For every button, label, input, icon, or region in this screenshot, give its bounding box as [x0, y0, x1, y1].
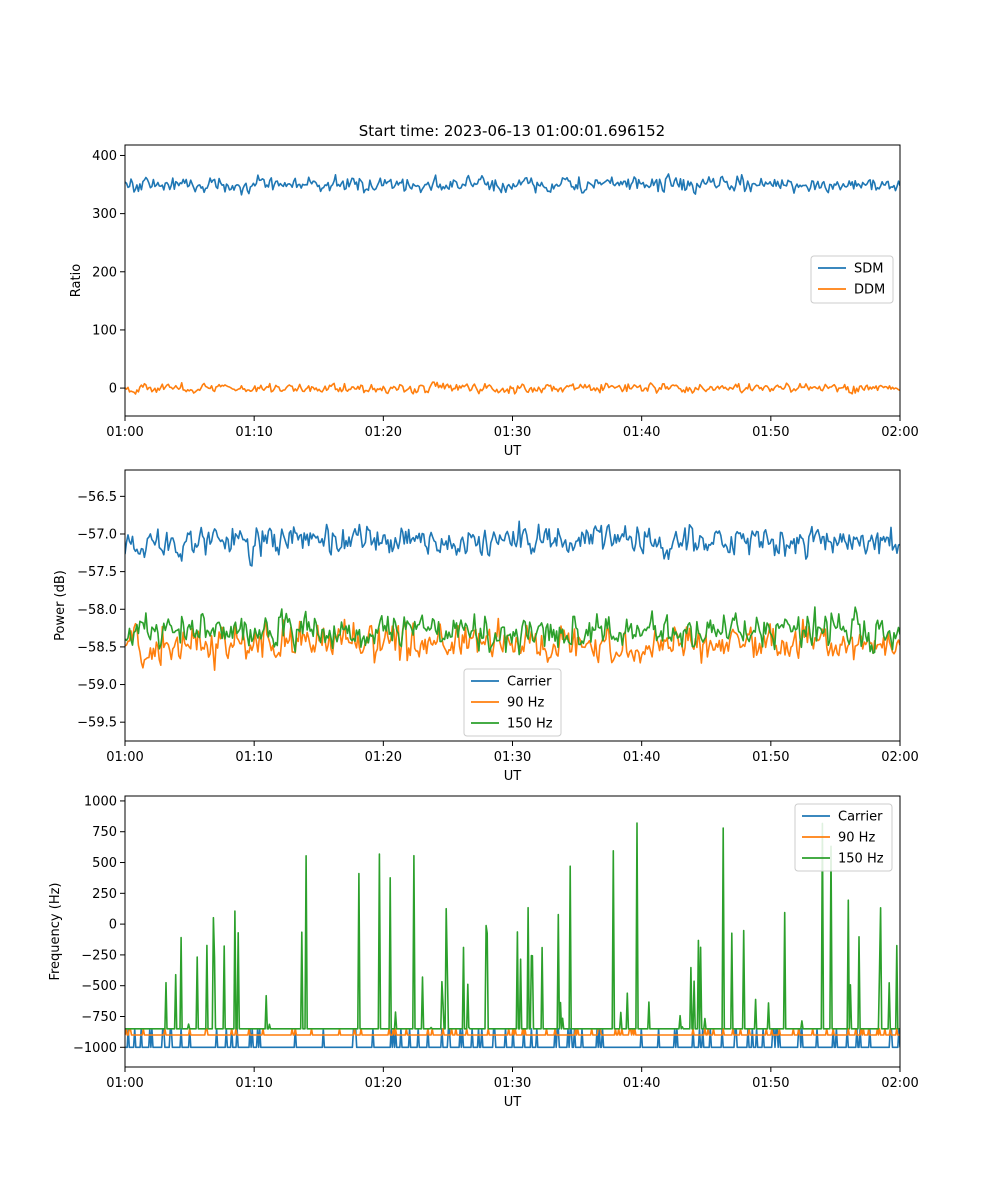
- legend-label: SDM: [854, 262, 883, 277]
- series-line-sdm: [125, 173, 900, 196]
- legend: Carrier 90 Hz 150 Hz: [794, 803, 893, 872]
- y-tick-label: 0: [109, 382, 117, 397]
- x-tick-label: 01:20: [365, 425, 402, 440]
- x-tick-label: 01:50: [752, 1076, 789, 1091]
- series-line-ddm: [125, 381, 900, 395]
- y-tick-label: 400: [92, 149, 117, 164]
- legend-label: Carrier: [838, 810, 883, 825]
- x-tick-label: 01:20: [365, 1076, 402, 1091]
- legend-label: 90 Hz: [838, 831, 875, 846]
- x-tick-label: 01:30: [494, 750, 531, 765]
- figure-title: Start time: 2023-06-13 01:00:01.696152: [359, 122, 665, 140]
- x-tick-label: 01:20: [365, 750, 402, 765]
- legend-label: Carrier: [507, 675, 552, 690]
- x-tick-label: 01:30: [494, 1076, 531, 1091]
- legend-label: DDM: [854, 283, 885, 298]
- x-axis-label: UT: [504, 444, 522, 459]
- y-axis-label: Power (dB): [53, 570, 68, 641]
- y-tick-label: −57.0: [77, 527, 117, 542]
- y-tick-label: 0: [109, 918, 117, 933]
- series-line-150-hz: [125, 606, 900, 656]
- series-line-carrier: [125, 1028, 900, 1049]
- y-tick-label: 300: [92, 207, 117, 222]
- x-tick-label: 01:00: [106, 425, 143, 440]
- y-tick-label: −57.5: [77, 565, 117, 580]
- x-axis-label: UT: [504, 769, 522, 784]
- legend-label: 150 Hz: [838, 852, 884, 867]
- y-tick-label: −56.5: [77, 490, 117, 505]
- y-tick-label: −750: [81, 1010, 117, 1025]
- y-tick-label: −58.5: [77, 640, 117, 655]
- x-tick-label: 01:00: [106, 1076, 143, 1091]
- series-line-carrier: [125, 520, 900, 567]
- y-tick-label: −59.5: [77, 716, 117, 731]
- series-lines: [125, 822, 900, 1049]
- y-tick-label: 100: [92, 323, 117, 338]
- x-axis-label: UT: [504, 1095, 522, 1110]
- x-tick-label: 01:40: [623, 425, 660, 440]
- x-tick-label: 01:10: [235, 425, 272, 440]
- x-tick-label: 01:10: [235, 750, 272, 765]
- y-tick-label: −500: [81, 979, 117, 994]
- x-tick-label: 01:40: [623, 750, 660, 765]
- panel-1: 01:00 01:10 01:20 01:30 01:40 01:50 02:00 0 100 2…: [69, 144, 919, 459]
- x-tick-label: 01:00: [106, 750, 143, 765]
- x-tick-label: 01:50: [752, 425, 789, 440]
- y-tick-label: −1000: [73, 1041, 117, 1056]
- y-axis-label: Ratio: [69, 264, 84, 297]
- y-tick-label: −250: [81, 948, 117, 963]
- x-tick-label: 02:00: [881, 425, 918, 440]
- legend-box: [463, 668, 562, 737]
- y-tick-label: 750: [92, 825, 117, 840]
- series-lines: [125, 173, 900, 395]
- x-tick-label: 01:40: [623, 1076, 660, 1091]
- y-tick-label: 500: [92, 856, 117, 871]
- legend: Carrier 90 Hz 150 Hz: [463, 668, 562, 737]
- x-tick-label: 01:50: [752, 750, 789, 765]
- legend: SDM DDM: [810, 255, 894, 304]
- legend-label: 90 Hz: [507, 696, 544, 711]
- panel-3: 01:00 01:10 01:20 01:30 01:40 01:50 02:00 1000 7…: [48, 794, 919, 1110]
- series-lines: [125, 520, 900, 672]
- x-tick-label: 01:30: [494, 425, 531, 440]
- series-line-90-hz: [125, 1028, 900, 1036]
- y-tick-label: 250: [92, 887, 117, 902]
- y-axis-label: Frequency (Hz): [48, 882, 63, 980]
- legend-box: [794, 803, 893, 872]
- x-tick-label: 01:10: [235, 1076, 272, 1091]
- y-tick-label: 200: [92, 265, 117, 280]
- y-tick-label: −58.0: [77, 603, 117, 618]
- y-tick-label: −59.0: [77, 678, 117, 693]
- legend-label: 150 Hz: [507, 717, 553, 732]
- x-tick-label: 02:00: [881, 1076, 918, 1091]
- series-line-150-hz: [125, 822, 900, 1030]
- y-tick-label: 1000: [84, 794, 117, 809]
- panel-2: 01:00 01:10 01:20 01:30 01:40 01:50 02:00 −56.5…: [53, 469, 919, 784]
- x-tick-label: 02:00: [881, 750, 918, 765]
